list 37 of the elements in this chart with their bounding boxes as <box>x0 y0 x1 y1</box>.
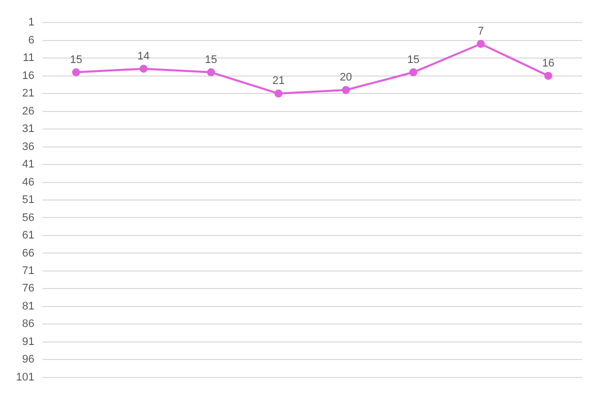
point <box>409 68 418 76</box>
y-tick-label: 91 <box>22 336 34 348</box>
y-tick-label: 56 <box>22 212 34 224</box>
point <box>544 72 552 80</box>
y-tick-label: 46 <box>22 176 34 188</box>
y-tick-label: 76 <box>22 282 34 295</box>
data-label: 15 <box>407 54 420 66</box>
point <box>206 68 215 76</box>
y-tick-label: 31 <box>22 123 34 136</box>
data-label: 15 <box>204 54 218 66</box>
y-tick-label: 16 <box>22 70 34 82</box>
y-tick-label: 21 <box>22 88 34 100</box>
y-tick-label: 51 <box>22 194 34 206</box>
data-label: 14 <box>137 50 150 62</box>
y-tick-label: 11 <box>22 52 34 64</box>
y-tick-label: 6 <box>28 34 34 46</box>
y-tick-label: 66 <box>22 247 34 260</box>
y-tick-label: 96 <box>22 354 34 366</box>
y-tick-label: 41 <box>22 158 34 171</box>
data-label: 21 <box>272 75 285 88</box>
y-tick-label: 61 <box>22 230 34 242</box>
y-tick-label: 71 <box>22 264 34 277</box>
data-label: 7 <box>478 25 484 38</box>
y-tick-label: 86 <box>22 318 34 330</box>
data-label: 16 <box>542 57 554 70</box>
point <box>342 86 350 94</box>
point <box>140 64 148 73</box>
point <box>274 90 282 98</box>
data-label: 15 <box>70 54 82 66</box>
point <box>476 40 485 48</box>
y-tick-label: 81 <box>22 300 34 312</box>
y-tick-label: 26 <box>22 105 34 118</box>
y-tick-label: 36 <box>22 140 34 153</box>
point <box>72 68 80 76</box>
y-tick-label: 1 <box>28 16 34 29</box>
y-tick-label: 101 <box>16 371 34 384</box>
data-label: 20 <box>340 72 352 84</box>
